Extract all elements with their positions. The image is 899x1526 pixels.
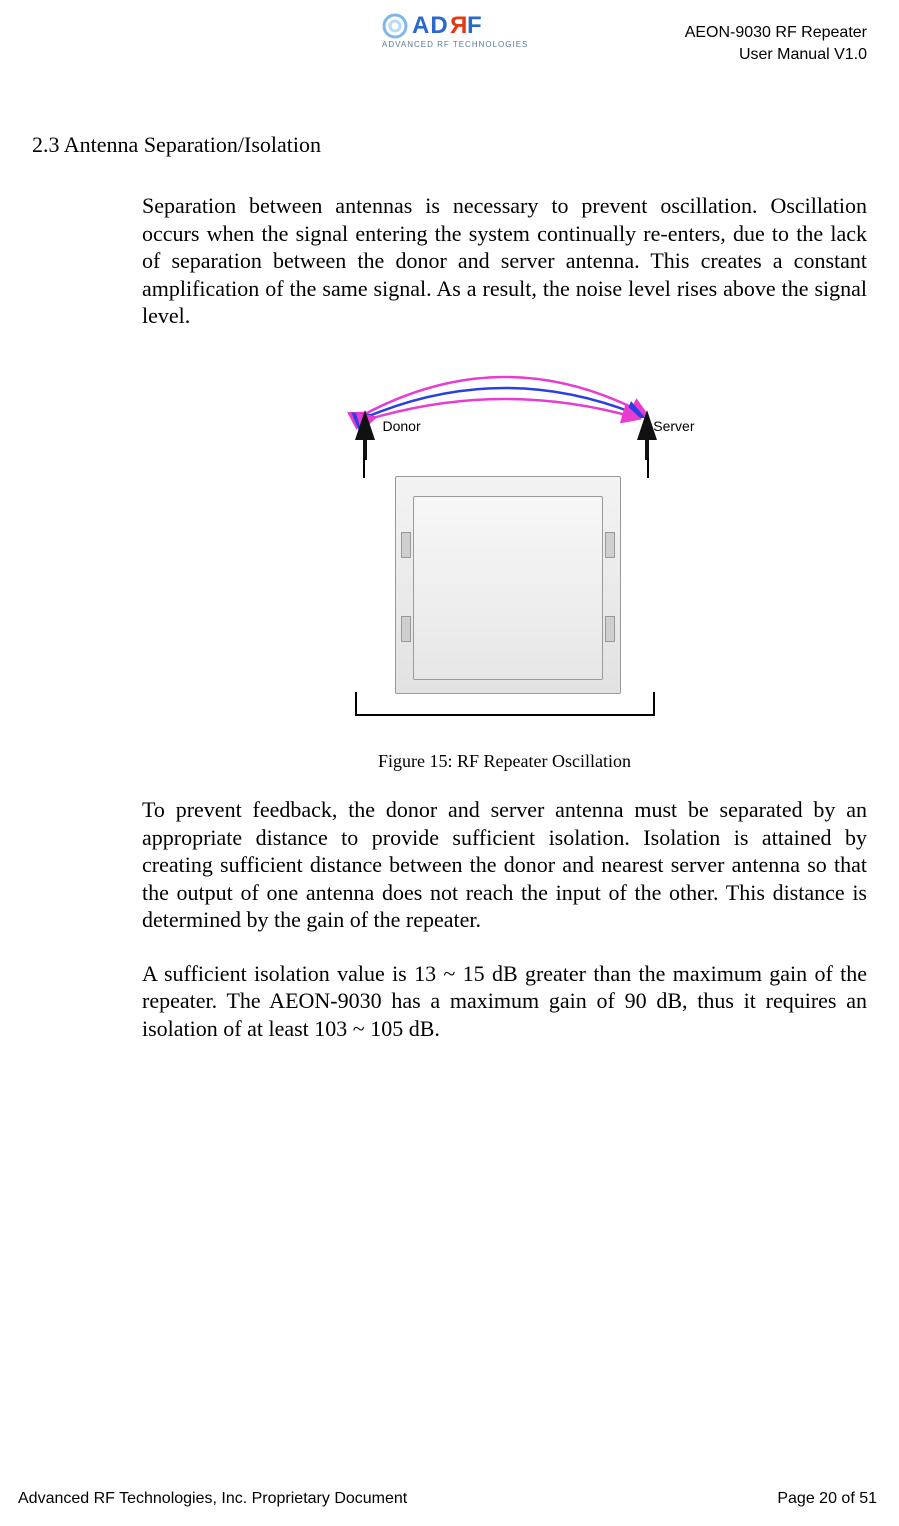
logo-text-blue: AD <box>412 12 449 39</box>
header-right: AEON-9030 RF Repeater User Manual V1.0 <box>685 12 867 65</box>
logo-text: ADRF <box>412 12 483 40</box>
figure-wrap: Donor Server Figure 15: RF Repeater Osci… <box>142 356 867 773</box>
donor-label: Donor <box>383 418 421 436</box>
logo-mark: ADRF <box>382 12 528 40</box>
footer-left: Advanced RF Technologies, Inc. Proprieta… <box>18 1490 407 1508</box>
section-heading: 2.3 Antenna Separation/Isolation <box>32 132 867 158</box>
body-column: Separation between antennas is necessary… <box>142 192 867 1042</box>
manual-line: User Manual V1.0 <box>685 44 867 66</box>
paragraph-1: Separation between antennas is necessary… <box>142 192 867 330</box>
logo-tagline: ADVANCED RF TECHNOLOGIES <box>382 40 528 49</box>
figure-diagram: Donor Server <box>295 356 715 716</box>
paragraph-2: To prevent feedback, the donor and serve… <box>142 796 867 934</box>
footer-right: Page 20 of 51 <box>777 1490 877 1508</box>
page: ADRF ADVANCED RF TECHNOLOGIES AEON-9030 … <box>0 0 899 1526</box>
logo-block: ADRF ADVANCED RF TECHNOLOGIES <box>382 12 528 49</box>
logo-text-r: R <box>449 12 467 40</box>
logo-swirl-icon <box>382 13 408 39</box>
repeater-unit-icon <box>395 476 621 694</box>
product-line: AEON-9030 RF Repeater <box>685 22 867 44</box>
logo-text-end: F <box>467 12 483 39</box>
page-header: ADRF ADVANCED RF TECHNOLOGIES AEON-9030 … <box>32 12 867 92</box>
page-footer: Advanced RF Technologies, Inc. Proprieta… <box>18 1490 877 1508</box>
figure-caption: Figure 15: RF Repeater Oscillation <box>378 750 631 773</box>
paragraph-3: A sufficient isolation value is 13 ~ 15 … <box>142 960 867 1043</box>
server-label: Server <box>653 418 694 436</box>
cable-segment <box>363 458 365 478</box>
donor-antenna-icon <box>355 410 375 460</box>
cable-loop <box>355 692 655 716</box>
cable-segment <box>647 458 649 478</box>
